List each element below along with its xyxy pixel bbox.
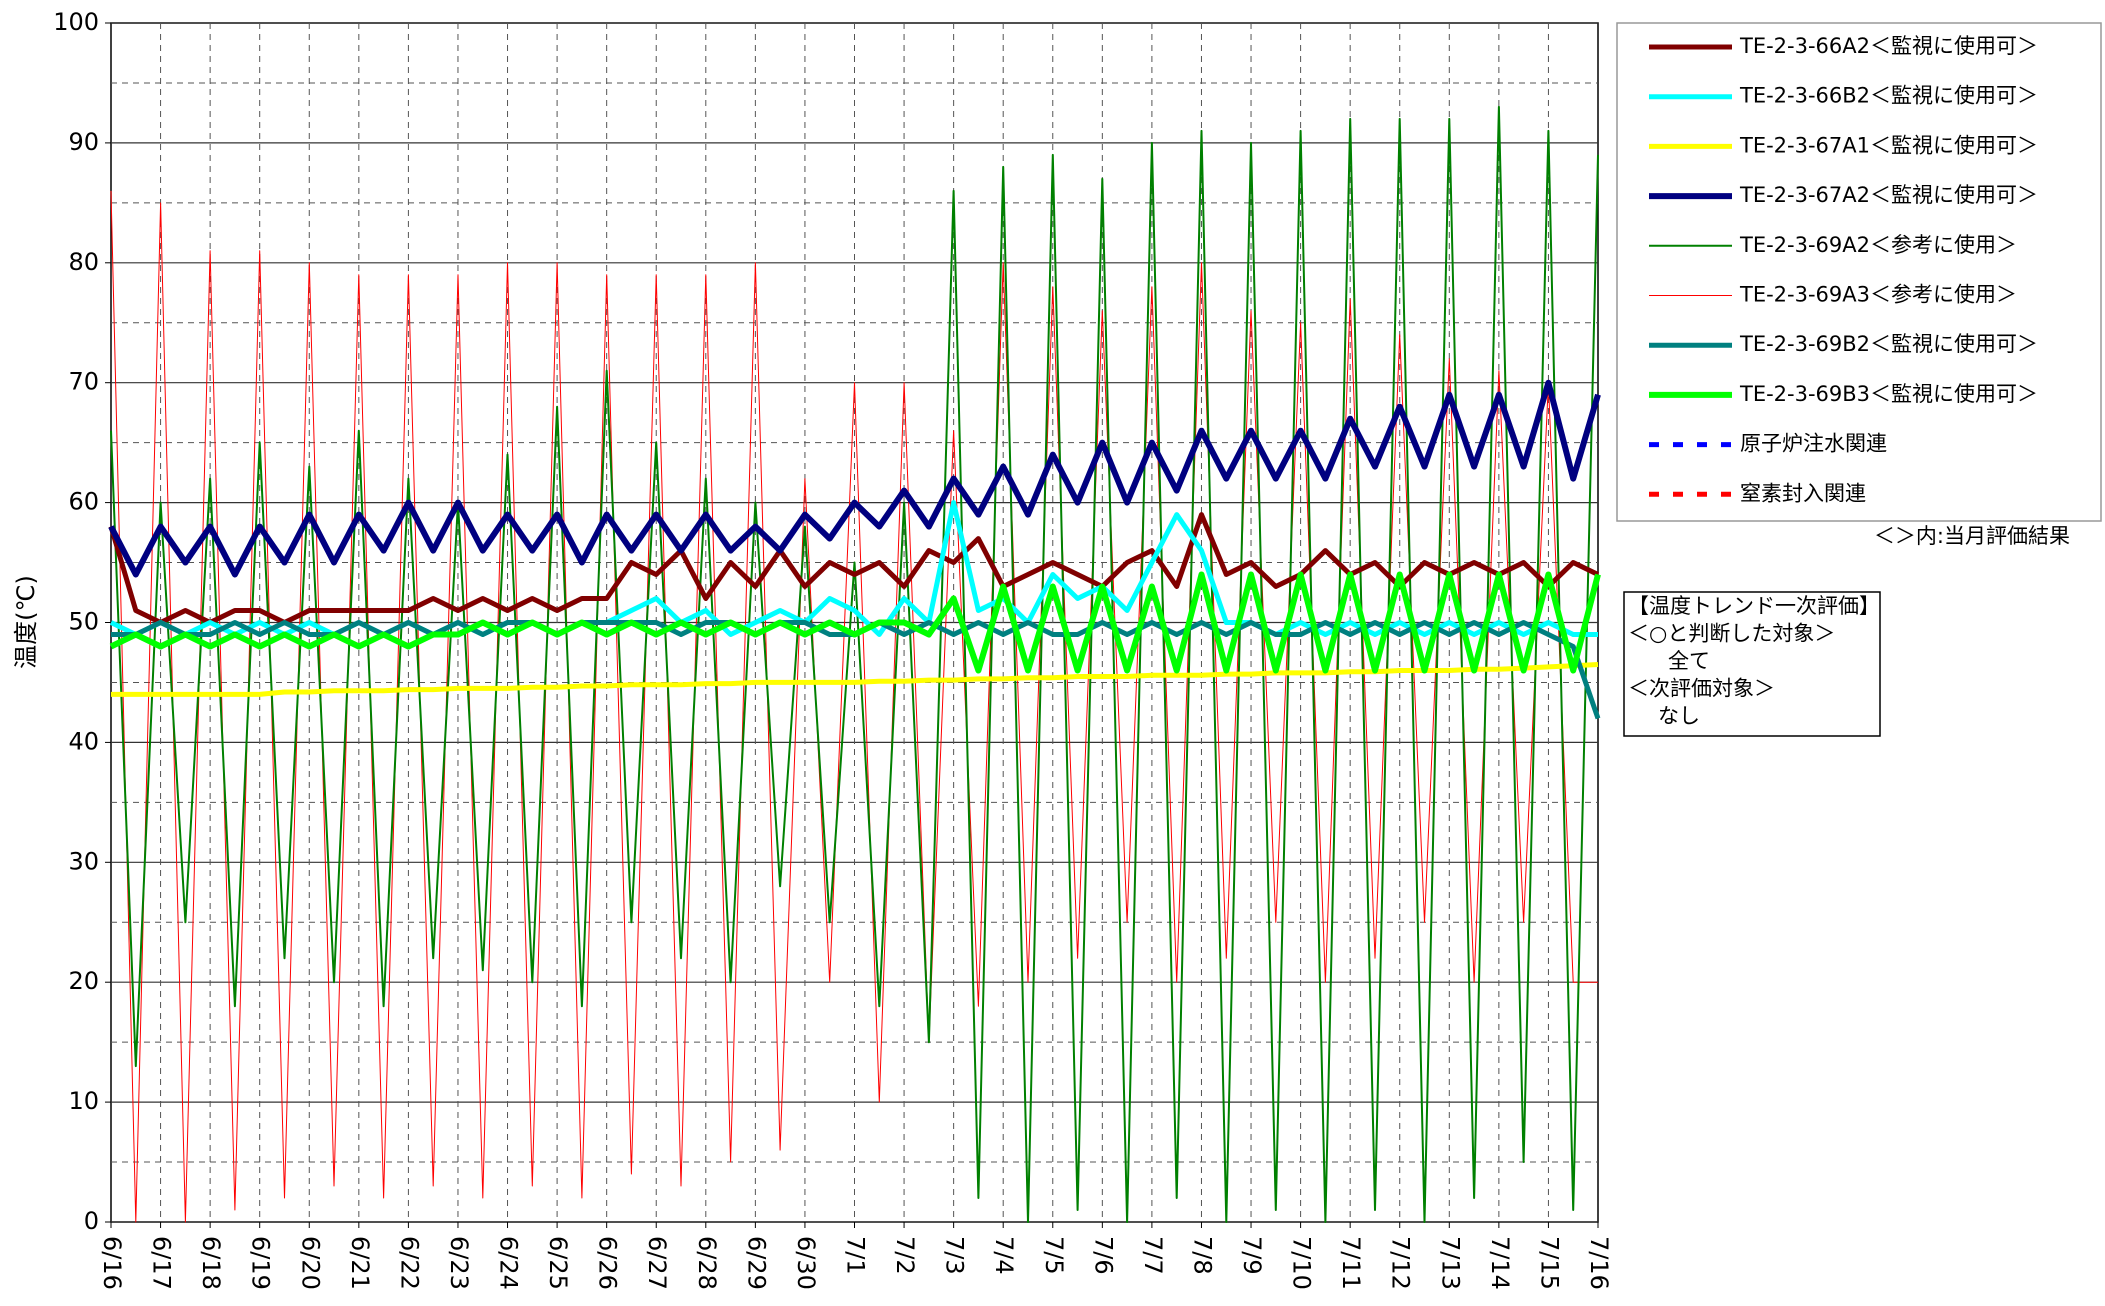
x-tick-label: 6/16: [98, 1236, 126, 1290]
series-line: [108, 379, 1601, 578]
legend-label: TE-2-3-69B2＜監視に使用可＞: [1739, 332, 2038, 356]
x-tick-label: 6/24: [495, 1236, 523, 1290]
x-tick-label: 6/20: [296, 1236, 324, 1290]
x-tick-label: 7/1: [842, 1236, 870, 1275]
y-tick-label: 0: [84, 1207, 99, 1235]
legend-label: TE-2-3-69A3＜参考に使用＞: [1739, 283, 2017, 307]
x-tick-label: 7/5: [1040, 1236, 1068, 1275]
series-line: [111, 662, 1599, 697]
series-line: [110, 105, 1599, 1223]
x-tick-label: 7/3: [941, 1236, 969, 1275]
x-tick-label: 7/13: [1436, 1236, 1464, 1290]
evaluation-box: [1623, 591, 1881, 737]
x-tick-label: 6/25: [544, 1236, 572, 1290]
x-tick-label: 7/16: [1585, 1236, 1613, 1290]
y-tick-label: 100: [53, 8, 99, 36]
y-tick-label: 90: [68, 128, 99, 156]
x-tick-label: 7/8: [1188, 1236, 1216, 1275]
evaluation-text: 全て: [1668, 649, 1710, 673]
x-tick-label: 6/30: [792, 1236, 820, 1290]
series-line: [109, 571, 1601, 674]
x-tick-label: 7/14: [1486, 1236, 1514, 1290]
evaluation-text: 【温度トレンド一次評価】: [1628, 594, 1880, 618]
y-tick-label: 70: [68, 368, 99, 396]
legend-label: 窒素封入関連: [1740, 481, 1866, 505]
x-tick-label: 6/27: [643, 1236, 671, 1290]
legend-label: TE-2-3-66B2＜監視に使用可＞: [1739, 84, 2038, 108]
y-tick-label: 20: [68, 967, 99, 995]
x-tick-label: 6/26: [594, 1236, 622, 1290]
y-axis-label: 温度(℃): [12, 575, 40, 669]
legend-label: TE-2-3-67A1＜監視に使用可＞: [1739, 133, 2038, 157]
legend-label: 原子炉注水関連: [1740, 432, 1887, 456]
x-tick-label: 6/22: [395, 1236, 423, 1290]
series-line: [110, 190, 1598, 1223]
x-tick-label: 7/6: [1089, 1236, 1117, 1275]
x-tick-label: 6/23: [445, 1236, 473, 1290]
legend-box: [1616, 22, 2102, 522]
x-tick-label: 7/2: [891, 1236, 919, 1275]
y-tick-label: 80: [68, 248, 99, 276]
x-tick-label: 7/4: [990, 1236, 1018, 1275]
x-tick-label: 7/12: [1387, 1236, 1415, 1290]
x-tick-label: 6/17: [148, 1236, 176, 1290]
x-tick-label: 6/29: [742, 1236, 770, 1290]
x-tick-label: 6/21: [346, 1236, 374, 1290]
legend-label: TE-2-3-66A2＜監視に使用可＞: [1739, 34, 2038, 58]
x-tick-label: 7/9: [1238, 1236, 1266, 1275]
x-tick-label: 7/10: [1288, 1236, 1316, 1290]
x-tick-label: 6/28: [693, 1236, 721, 1290]
y-tick-label: 50: [68, 608, 99, 636]
legend-note: ＜＞内:当月評価結果: [1874, 524, 2070, 548]
legend-label: TE-2-3-69B3＜監視に使用可＞: [1739, 382, 2038, 406]
legend-label: TE-2-3-67A2＜監視に使用可＞: [1739, 183, 2038, 207]
y-tick-label: 30: [68, 847, 99, 875]
y-tick-label: 10: [68, 1087, 99, 1115]
evaluation-text: なし: [1658, 704, 1700, 728]
x-tick-label: 7/15: [1535, 1236, 1563, 1290]
y-tick-label: 40: [68, 727, 99, 755]
x-tick-label: 6/19: [247, 1236, 275, 1290]
legend-label: TE-2-3-69A2＜参考に使用＞: [1739, 233, 2017, 257]
evaluation-text: ＜次評価対象＞: [1628, 677, 1775, 701]
evaluation-text: ＜○と判断した対象＞: [1628, 622, 1835, 646]
x-tick-label: 7/11: [1337, 1236, 1365, 1290]
y-tick-label: 60: [68, 488, 99, 516]
x-tick-label: 7/7: [1139, 1236, 1167, 1275]
x-tick-label: 6/18: [197, 1236, 225, 1290]
